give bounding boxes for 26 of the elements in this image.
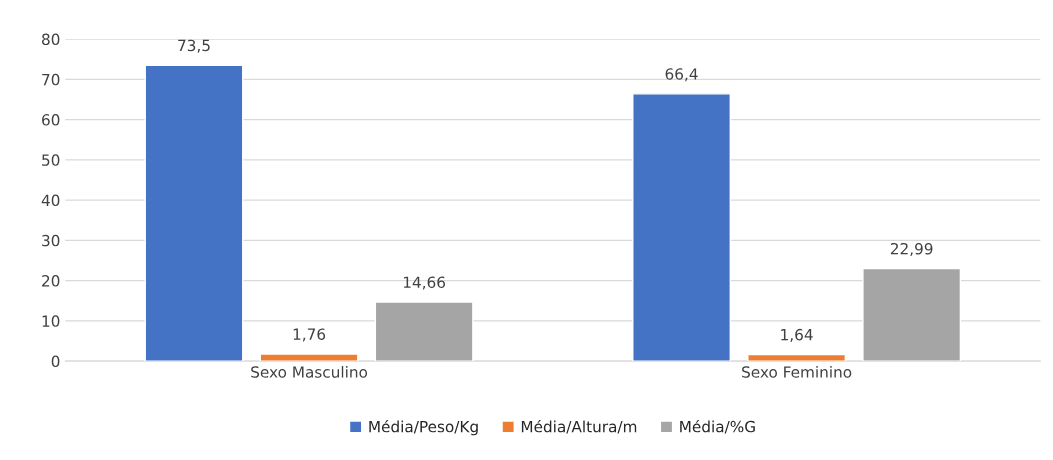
bar — [747, 353, 847, 362]
y-tick-label: 60 — [42, 114, 60, 126]
legend-label: Média/Altura/m — [521, 419, 637, 434]
y-tick-label: 10 — [42, 315, 60, 327]
y-tick-label: 50 — [42, 154, 60, 166]
data-label: 73,5 — [178, 39, 210, 53]
bar — [862, 267, 962, 362]
bar — [259, 353, 359, 362]
data-label: 1,76 — [293, 328, 326, 342]
bar — [374, 301, 474, 362]
data-label: 66,4 — [665, 68, 698, 82]
bar — [632, 93, 731, 362]
y-tick-label: 70 — [42, 73, 60, 86]
y-tick-label: 0 — [51, 355, 60, 368]
legend-label: Média/Peso/Kg — [369, 419, 478, 436]
data-label: 14,66 — [403, 276, 446, 290]
data-label: 22,99 — [890, 242, 933, 257]
y-tick-label: 80 — [42, 33, 60, 46]
bar — [144, 64, 244, 362]
y-tick-label: 40 — [41, 194, 60, 207]
y-tick-label: 20 — [42, 275, 60, 287]
x-tick-label: Sexo Feminino — [742, 365, 852, 378]
x-tick-label: Sexo Masculino — [251, 365, 368, 378]
legend-label: Média/%G — [680, 419, 755, 434]
y-tick-label: 30 — [42, 234, 60, 247]
data-label: 1,64 — [781, 328, 813, 342]
